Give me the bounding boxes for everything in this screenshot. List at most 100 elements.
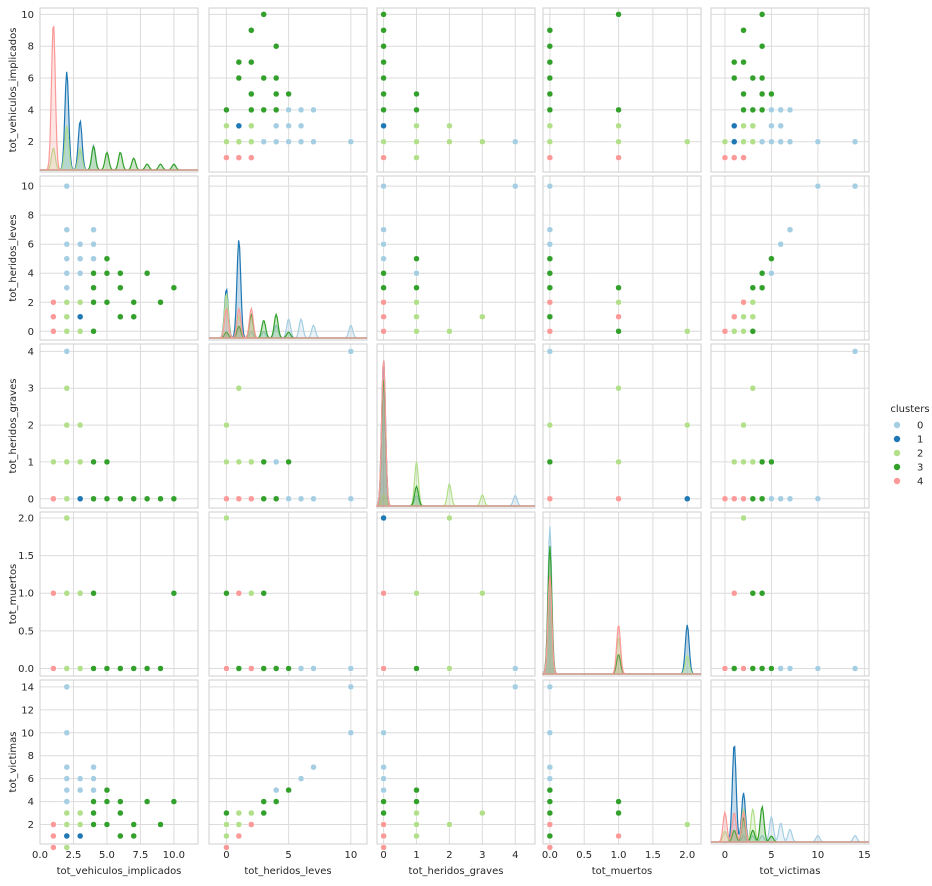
- y-axis-label: tot_heridos_leves: [8, 214, 19, 301]
- point-cluster-4: [546, 495, 554, 503]
- point-cluster-3: [248, 58, 255, 66]
- legend-marker-2: [893, 449, 901, 457]
- point-cluster-3: [740, 27, 747, 34]
- point-cluster-3: [130, 832, 137, 840]
- panel-tot_muertos-vs-tot_muertos: [542, 511, 702, 677]
- point-cluster-2: [740, 122, 747, 130]
- y-tick-label: 2.0: [18, 514, 34, 525]
- point-cluster-2: [76, 809, 84, 817]
- point-cluster-0: [297, 122, 305, 130]
- point-cluster-3: [260, 495, 267, 503]
- legend-label-4: 4: [917, 477, 923, 488]
- point-cluster-2: [413, 832, 420, 840]
- point-cluster-0: [546, 775, 554, 782]
- point-cluster-2: [223, 821, 230, 828]
- point-cluster-3: [730, 58, 738, 66]
- point-cluster-3: [103, 299, 111, 306]
- point-cluster-2: [730, 328, 738, 335]
- point-cluster-4: [740, 299, 747, 306]
- x-tick-label: 1: [413, 850, 419, 861]
- point-cluster-0: [90, 240, 97, 248]
- point-cluster-0: [76, 269, 84, 277]
- point-cluster-2: [235, 821, 243, 828]
- y-tick-label: 4: [28, 797, 34, 808]
- point-cluster-0: [90, 763, 97, 771]
- point-cluster-0: [786, 665, 794, 672]
- panel-frame: [208, 7, 368, 173]
- point-cluster-3: [170, 798, 178, 805]
- point-cluster-4: [721, 665, 729, 672]
- y-tick-label: 0.5: [18, 626, 34, 637]
- y-tick-label: 10: [21, 10, 34, 21]
- point-cluster-3: [768, 665, 775, 672]
- point-cluster-0: [380, 729, 387, 737]
- point-cluster-2: [615, 122, 622, 130]
- point-cluster-2: [446, 122, 453, 130]
- point-cluster-4: [380, 299, 387, 306]
- kde-cluster-4: [40, 25, 198, 171]
- point-cluster-3: [615, 328, 622, 335]
- point-cluster-0: [285, 106, 292, 114]
- point-cluster-3: [758, 495, 766, 503]
- point-cluster-0: [814, 665, 822, 672]
- point-cluster-1: [684, 495, 691, 503]
- point-cluster-2: [235, 809, 243, 817]
- point-cluster-4: [235, 589, 243, 597]
- kde-cluster-3: [542, 546, 701, 675]
- point-cluster-2: [380, 138, 387, 145]
- point-cluster-2: [223, 458, 230, 466]
- point-cluster-2: [235, 458, 243, 466]
- point-cluster-3: [413, 90, 420, 98]
- point-cluster-3: [170, 495, 178, 503]
- point-cluster-0: [272, 122, 280, 130]
- panel-tot_heridos_leves-vs-tot_muertos: [542, 175, 702, 341]
- point-cluster-2: [546, 421, 554, 429]
- panel-tot_vehiculos_implicados-vs-tot_muertos: [542, 7, 702, 173]
- panel-frame: [710, 7, 870, 173]
- y-tick-label: 0: [28, 327, 34, 338]
- panel-frame: [376, 7, 536, 173]
- panel-tot_muertos-vs-tot_vehiculos_implicados: 0.0 0.5 1.0 1.5 2.0 tot_muertos: [8, 511, 199, 677]
- kde-cluster-3: [376, 379, 535, 507]
- point-cluster-3: [758, 458, 766, 466]
- point-cluster-0: [76, 786, 84, 794]
- point-cluster-3: [749, 495, 757, 503]
- point-cluster-3: [223, 809, 230, 817]
- y-tick-label: 6: [28, 774, 34, 785]
- point-cluster-3: [235, 665, 243, 672]
- y-tick-label: 4: [28, 105, 34, 116]
- point-cluster-2: [740, 328, 747, 335]
- point-cluster-0: [777, 665, 784, 672]
- point-cluster-2: [615, 458, 622, 466]
- panel-tot_heridos_leves-vs-tot_heridos_leves: [208, 175, 368, 341]
- point-cluster-4: [50, 844, 57, 851]
- point-cluster-2: [63, 821, 71, 828]
- point-cluster-3: [758, 269, 766, 277]
- point-cluster-3: [170, 284, 178, 292]
- point-cluster-0: [272, 138, 280, 145]
- point-cluster-0: [310, 138, 317, 145]
- point-cluster-3: [117, 798, 124, 805]
- point-cluster-0: [413, 269, 420, 277]
- legend: clusters 0 1 2 3 4: [890, 404, 929, 488]
- point-cluster-3: [90, 665, 97, 672]
- point-cluster-0: [851, 138, 859, 145]
- point-cluster-3: [413, 284, 420, 292]
- point-cluster-1: [730, 122, 738, 130]
- point-cluster-3: [615, 11, 622, 18]
- point-cluster-3: [235, 74, 243, 82]
- point-cluster-2: [615, 384, 622, 392]
- point-cluster-3: [157, 495, 164, 503]
- point-cluster-3: [260, 589, 267, 597]
- point-cluster-3: [272, 665, 280, 672]
- point-cluster-3: [546, 798, 554, 805]
- point-cluster-2: [749, 458, 757, 466]
- panel-frame: [542, 343, 702, 509]
- y-tick-label: 1.5: [18, 551, 34, 562]
- point-cluster-3: [285, 458, 292, 466]
- point-cluster-2: [223, 138, 230, 145]
- point-cluster-4: [235, 154, 243, 161]
- point-cluster-3: [157, 821, 164, 828]
- point-cluster-0: [546, 240, 554, 248]
- point-cluster-3: [380, 269, 387, 277]
